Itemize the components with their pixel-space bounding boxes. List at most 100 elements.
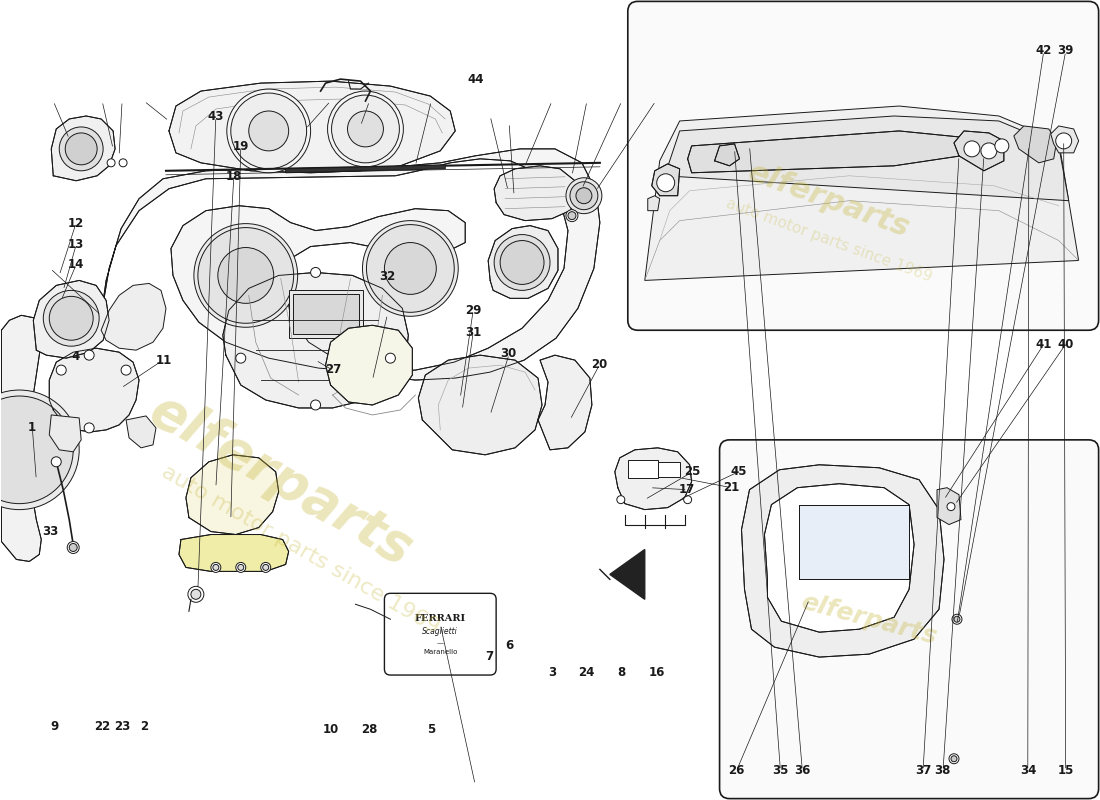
Text: 27: 27 [324,363,341,376]
Text: —: — [437,640,443,646]
Text: Maranello: Maranello [424,649,458,655]
Text: 35: 35 [772,764,789,778]
FancyBboxPatch shape [384,594,496,675]
Circle shape [384,242,437,294]
Text: elferparts: elferparts [799,590,939,649]
Circle shape [684,496,692,504]
Circle shape [227,89,310,173]
Circle shape [198,228,294,323]
FancyBboxPatch shape [719,440,1099,798]
Circle shape [50,296,94,340]
Circle shape [56,365,66,375]
Polygon shape [101,149,600,380]
Polygon shape [609,550,645,599]
Circle shape [947,502,955,510]
Text: 18: 18 [226,170,242,183]
Circle shape [566,210,578,222]
Text: 22: 22 [95,720,110,734]
Bar [628,460,658,478]
FancyBboxPatch shape [628,2,1099,330]
Circle shape [59,127,103,170]
Circle shape [570,182,598,210]
Text: 29: 29 [465,304,482,318]
Polygon shape [741,465,944,657]
Circle shape [231,93,307,169]
Bar [800,505,909,579]
Text: 39: 39 [1057,44,1074,58]
Circle shape [952,756,957,762]
Text: 33: 33 [43,525,59,538]
Polygon shape [615,448,692,510]
Circle shape [657,174,674,192]
Circle shape [261,562,271,572]
Text: elferparts: elferparts [140,383,421,576]
Circle shape [0,396,74,504]
Polygon shape [538,355,592,450]
Text: 21: 21 [723,481,739,494]
Polygon shape [937,488,961,525]
Circle shape [952,614,962,624]
Text: 3: 3 [548,666,557,679]
Polygon shape [645,106,1079,281]
Polygon shape [186,455,278,534]
Circle shape [363,221,459,316]
Circle shape [85,423,95,433]
Circle shape [52,457,62,466]
Circle shape [954,616,960,622]
Circle shape [194,224,298,327]
Polygon shape [418,355,542,455]
Circle shape [949,754,959,764]
Circle shape [121,365,131,375]
Text: 12: 12 [68,217,84,230]
Polygon shape [488,226,558,298]
Polygon shape [651,164,680,196]
Polygon shape [326,326,412,405]
Polygon shape [179,534,288,571]
Text: 26: 26 [728,764,745,778]
Bar [288,290,363,338]
Circle shape [263,565,268,570]
Circle shape [188,586,204,602]
Circle shape [331,95,399,163]
Text: 7: 7 [485,650,494,663]
Polygon shape [764,484,914,632]
Circle shape [213,565,219,570]
Text: 37: 37 [915,764,932,778]
Polygon shape [33,281,109,358]
Text: 17: 17 [679,482,695,496]
Circle shape [348,111,384,147]
Text: 14: 14 [68,258,85,271]
Text: 28: 28 [361,722,377,736]
Circle shape [65,133,97,165]
Circle shape [310,267,320,278]
Text: 15: 15 [1057,764,1074,778]
Circle shape [385,353,395,363]
Polygon shape [52,116,116,181]
Circle shape [981,143,997,159]
Polygon shape [50,415,81,452]
Text: 16: 16 [648,666,664,679]
Text: FERRARI: FERRARI [415,614,465,623]
Circle shape [366,225,454,312]
Circle shape [1056,133,1071,149]
Polygon shape [223,273,408,408]
Circle shape [238,565,244,570]
Circle shape [235,353,245,363]
Polygon shape [1050,126,1079,153]
Polygon shape [1,315,43,562]
Circle shape [85,350,95,360]
Polygon shape [664,116,1069,201]
Text: 38: 38 [935,764,952,778]
Circle shape [310,400,320,410]
Text: 20: 20 [592,358,607,370]
Text: 19: 19 [232,140,249,153]
Text: 25: 25 [684,466,701,478]
Circle shape [568,212,576,220]
Text: 34: 34 [1020,764,1036,778]
Text: auto motor parts since 1969: auto motor parts since 1969 [724,196,934,285]
Circle shape [964,141,980,157]
Polygon shape [1014,126,1057,163]
Text: 44: 44 [468,73,484,86]
Polygon shape [50,348,139,432]
Bar [658,462,680,477]
